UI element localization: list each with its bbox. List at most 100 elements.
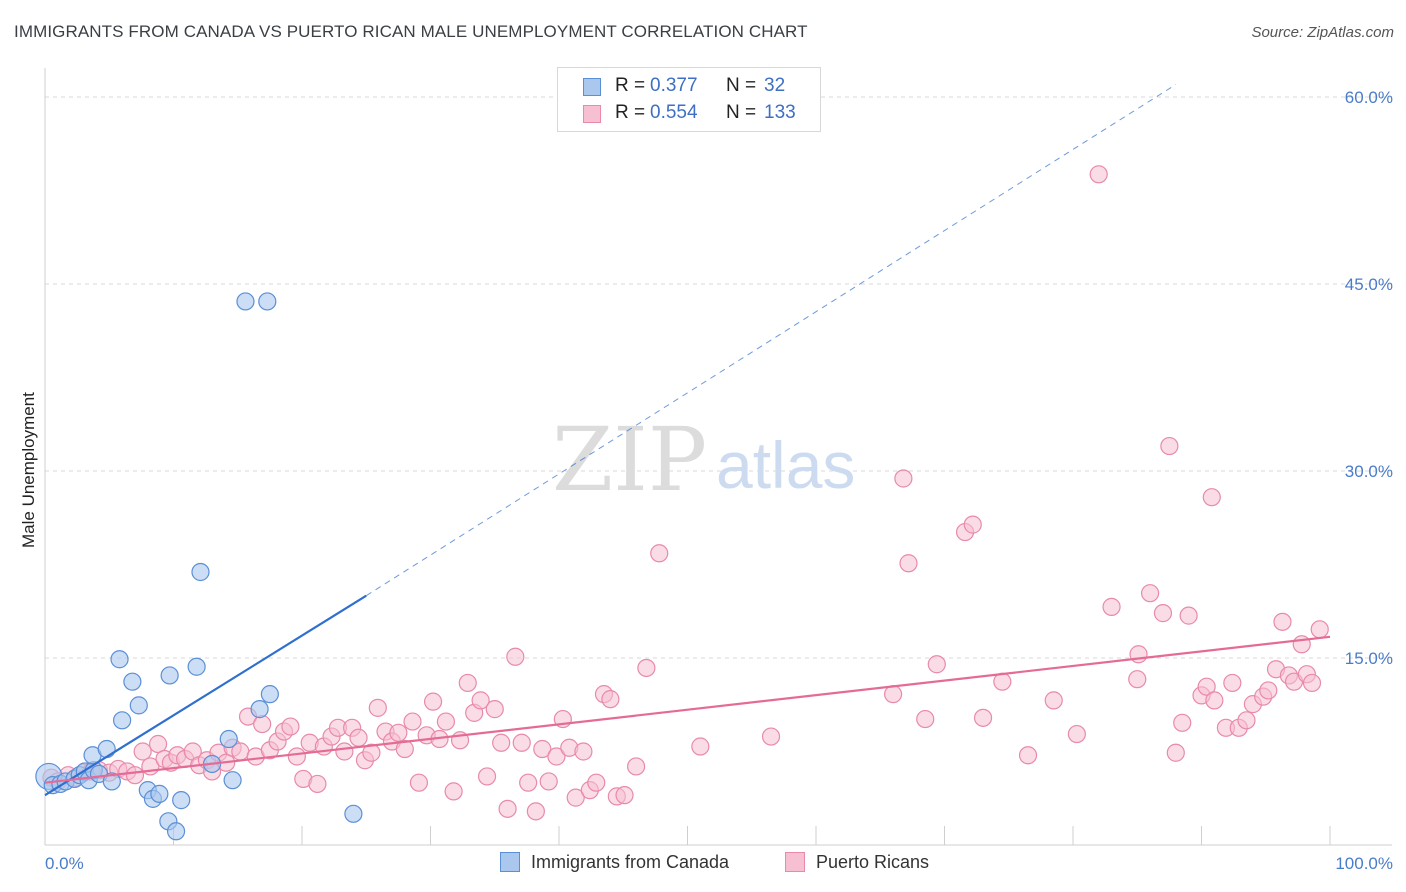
- data-point-puerto-ricans: [492, 733, 511, 752]
- axes: [44, 68, 1392, 846]
- legend-r-label: R =: [615, 75, 646, 96]
- data-point-canada: [344, 804, 363, 823]
- data-point-puerto-ricans: [148, 734, 168, 754]
- data-point-canada: [110, 650, 129, 669]
- data-point-canada: [191, 562, 210, 582]
- data-point-puerto-ricans: [133, 742, 152, 761]
- data-point-puerto-ricans: [308, 774, 327, 794]
- data-point-puerto-ricans: [1089, 165, 1108, 184]
- data-point-canada: [97, 739, 116, 759]
- legend-row-canada: R = 0.377 N = 32: [558, 75, 820, 101]
- trend-line-canada: [44, 594, 367, 797]
- data-point-canada: [150, 784, 169, 803]
- legend-r-value: 0.554: [650, 102, 698, 123]
- legend-r-value: 0.377: [650, 75, 698, 96]
- data-point-puerto-ricans: [395, 739, 414, 759]
- data-point-puerto-ricans: [409, 773, 429, 792]
- data-point-canada: [102, 772, 121, 791]
- data-point-puerto-ricans: [526, 802, 545, 821]
- data-point-puerto-ricans: [471, 691, 490, 710]
- chart-title: IMMIGRANTS FROM CANADA VS PUERTO RICAN M…: [14, 22, 808, 41]
- data-point-puerto-ricans: [691, 737, 710, 756]
- data-point-puerto-ricans: [1205, 691, 1224, 710]
- data-point-puerto-ricans: [498, 799, 517, 818]
- data-point-puerto-ricans: [125, 766, 145, 785]
- data-point-puerto-ricans: [281, 717, 300, 736]
- data-point-puerto-ricans: [349, 728, 368, 747]
- data-point-puerto-ricans: [423, 692, 443, 711]
- trend-line-canada-extension: [365, 84, 1177, 597]
- data-point-puerto-ricans: [637, 658, 656, 678]
- data-point-puerto-ricans: [506, 647, 525, 666]
- data-point-puerto-ricans: [1140, 584, 1160, 603]
- bottom-label-canada: Immigrants from Canada: [531, 852, 730, 872]
- data-point-canada: [172, 791, 191, 810]
- legend-n-label: N =: [726, 75, 757, 96]
- data-point-canada: [160, 666, 179, 685]
- data-point-puerto-ricans: [1160, 436, 1179, 456]
- data-point-puerto-ricans: [1128, 670, 1147, 689]
- x-tick-labels: 0.0% 100.0%: [45, 854, 1393, 873]
- data-point-puerto-ricans: [362, 743, 381, 762]
- watermark-zip: ZIP: [552, 408, 707, 511]
- legend-n-label: N =: [726, 102, 757, 123]
- data-point-puerto-ricans: [973, 708, 993, 727]
- legend-r-label: R =: [615, 102, 646, 123]
- data-point-puerto-ricans: [539, 772, 558, 791]
- x-tick-label: 0.0%: [45, 854, 84, 873]
- data-point-puerto-ricans: [566, 788, 585, 807]
- data-point-canada: [112, 711, 132, 730]
- data-point-puerto-ricans: [477, 767, 497, 786]
- data-point-puerto-ricans: [1166, 743, 1185, 762]
- data-point-puerto-ricans: [1310, 620, 1329, 639]
- data-point-puerto-ricans: [1273, 612, 1292, 631]
- data-point-puerto-ricans: [512, 733, 531, 752]
- data-point-puerto-ricans: [963, 515, 982, 534]
- data-point-canada: [129, 696, 148, 715]
- data-point-puerto-ricans: [403, 712, 422, 731]
- data-point-puerto-ricans: [1044, 691, 1063, 710]
- grid-lines: [45, 96, 1392, 659]
- legend-swatch-canada: [583, 78, 601, 96]
- y-tick-labels: 15.0% 30.0% 45.0% 60.0%: [1345, 88, 1393, 668]
- series-puerto-ricans-points: [42, 165, 1329, 821]
- y-tick-label: 60.0%: [1345, 88, 1393, 107]
- data-point-puerto-ricans: [1067, 724, 1086, 744]
- data-point-puerto-ricans: [389, 723, 408, 742]
- data-point-puerto-ricans: [287, 747, 306, 766]
- trend-line-puerto-ricans: [44, 635, 1331, 784]
- data-point-puerto-ricans: [1197, 677, 1216, 696]
- data-point-puerto-ricans: [458, 673, 477, 693]
- data-point-canada: [166, 822, 186, 841]
- data-point-puerto-ricans: [1259, 681, 1278, 700]
- data-point-puerto-ricans: [587, 773, 606, 792]
- data-point-canada: [123, 672, 142, 691]
- watermark-atlas: atlas: [716, 428, 855, 502]
- data-point-puerto-ricans: [894, 469, 913, 488]
- data-point-puerto-ricans: [485, 700, 504, 719]
- y-tick-label: 45.0%: [1345, 275, 1393, 294]
- data-point-puerto-ricans: [335, 742, 354, 761]
- data-point-puerto-ricans: [1018, 746, 1038, 765]
- data-point-puerto-ricans: [927, 655, 946, 674]
- x-tick-label: 100.0%: [1335, 854, 1393, 873]
- data-point-puerto-ricans: [615, 786, 634, 805]
- y-axis-label: Male Unemployment: [19, 392, 38, 548]
- data-point-canada: [187, 657, 206, 676]
- bottom-swatch-canada: [500, 852, 520, 872]
- data-point-puerto-ricans: [444, 782, 463, 801]
- data-point-puerto-ricans: [899, 554, 918, 573]
- legend-n-value: 32: [764, 75, 786, 96]
- data-point-puerto-ricans: [436, 712, 456, 731]
- data-point-puerto-ricans: [761, 727, 781, 746]
- data-point-puerto-ricans: [547, 747, 566, 766]
- legend-swatch-puerto-ricans: [583, 105, 601, 123]
- data-point-puerto-ricans: [368, 698, 387, 717]
- data-point-puerto-ricans: [1237, 711, 1256, 730]
- data-point-puerto-ricans: [1153, 604, 1173, 623]
- source-credit: Source: ZipAtlas.com: [1251, 24, 1394, 41]
- data-point-puerto-ricans: [626, 757, 646, 776]
- y-tick-label: 30.0%: [1345, 462, 1393, 481]
- data-point-puerto-ricans: [916, 709, 935, 729]
